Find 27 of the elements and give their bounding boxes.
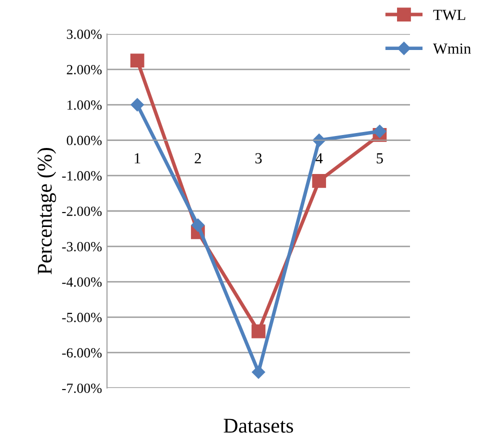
point [373, 124, 386, 138]
y-tick-label: 2.00% [66, 64, 102, 74]
y-axis-title: Percentage (%) [37, 148, 56, 274]
y-tick-label: -2.00% [62, 206, 102, 216]
point [191, 218, 204, 232]
y-tick-label: -4.00% [62, 277, 102, 287]
y-tick-label: -1.00% [62, 171, 102, 181]
x-tick-label: 5 [376, 153, 383, 164]
y-tick-label: -5.00% [62, 312, 102, 322]
point [312, 174, 326, 188]
point [252, 324, 266, 338]
y-tick-label: -7.00% [62, 384, 102, 394]
point [130, 98, 144, 112]
legend-label: TWL [433, 10, 466, 20]
y-tick-label: 1.00% [67, 100, 102, 110]
y-tick-label: -3.00% [62, 242, 102, 252]
point [252, 365, 266, 379]
point [130, 54, 144, 68]
legend-label: Wmin [433, 44, 471, 54]
y-tick-label: 0.00% [66, 136, 102, 146]
x-tick-label: 3 [255, 153, 262, 164]
y-tick-label: 3.00% [66, 30, 102, 40]
x-axis-title: Datasets [224, 418, 294, 433]
x-tick-label: 4 [316, 153, 323, 164]
x-tick-label: 2 [194, 153, 201, 164]
x-tick-label: 1 [134, 153, 140, 164]
y-tick-label: -6.00% [62, 348, 102, 358]
